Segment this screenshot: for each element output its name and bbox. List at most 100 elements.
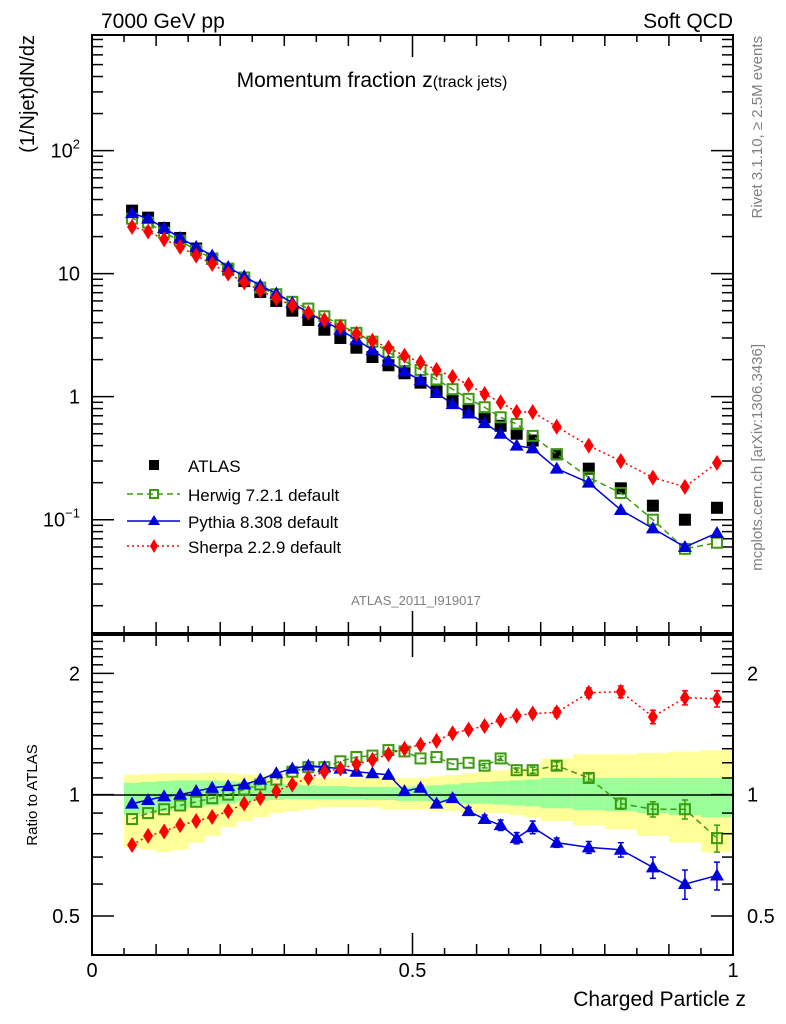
main-data-point [461,406,476,419]
main-y-tick-label: 1 [69,387,80,409]
ratio-y-tick-label-left: 2 [69,663,80,685]
main-data-point [399,347,410,364]
ratio-data-point [158,803,171,816]
main-y-tick-label-exponent: 2 [73,137,80,152]
ratio-data-point [678,803,691,816]
main-data-point [157,220,172,233]
main-series-sherpa [127,218,722,495]
ratio-y-tick-label-right: 2 [747,663,758,685]
main-data-point [677,540,692,553]
ratio-data-point [157,789,172,802]
main-title: Momentum fraction z(track jets) [237,69,508,92]
main-title-suffix: (track jets) [433,74,508,91]
ratio-data-point [223,803,234,820]
main-data-point [303,304,314,321]
ratio-data-point [462,756,475,769]
ratio-data-point [710,832,723,845]
ratio-data-point [303,769,314,786]
legend-label: Sherpa 2.2.9 default [188,538,341,557]
main-data-point [365,342,380,355]
main-data-point [551,418,562,435]
ratio-data-point [549,835,564,848]
ratio-data-point [679,689,690,706]
main-data-point [127,218,138,235]
ratio-data-point [478,759,491,772]
main-data-point [679,478,690,495]
main-data-point [613,502,628,515]
ratio-data-point [461,804,476,817]
main-data-point [189,239,204,252]
ratio-series-sherpa [127,683,722,853]
ratio-data-point [415,736,426,753]
ratio-y-tick-label-left: 1 [69,785,80,807]
main-data-point [175,238,186,255]
ratio-data-point [159,823,170,840]
main-data-point [509,438,524,451]
main-data-point [479,386,490,403]
main-data-point [614,486,627,499]
main-data-point [447,368,458,385]
ratio-data-point [351,756,362,773]
main-data-point [526,429,539,442]
ratio-data-point [429,796,444,809]
ratio-data-point [142,807,155,820]
main-data-point [207,255,218,272]
main-series-line [131,226,718,488]
main-data-point [239,274,250,291]
main-y-tick-label: 10 [58,264,80,286]
ratio-data-point [383,746,394,763]
main-data-point [271,290,282,307]
ratio-data-point [367,751,378,768]
main-data-point [493,426,508,439]
main-y-tick-label-base: 10 [51,141,73,163]
ratio-data-point [207,809,218,826]
ratio-data-point [583,684,594,701]
main-series-pythia [125,206,724,553]
legend-item: Sherpa 2.2.9 default [127,538,341,557]
ratio-y-axis-label: Ratio to ATLAS [24,744,41,845]
ratio-data-point [550,759,563,772]
ratio-data-point [141,792,156,805]
rivet-version-label: Rivet 3.1.10, ≥ 2.5M events [749,36,766,219]
main-data-point [335,318,346,335]
category-label: Soft QCD [643,10,733,33]
ratio-data-point [527,705,538,722]
ratio-data-point [526,764,539,777]
ratio-data-point [125,796,140,809]
ratio-uncertainty-bands [124,750,734,853]
main-data-point [383,339,394,356]
main-data-point [367,332,378,349]
legend-marker [149,460,159,470]
legend-marker [148,515,160,525]
ratio-data-point [271,783,282,800]
legend-label: Pythia 8.308 default [188,513,339,532]
ratio-data-point [399,740,410,757]
ratio-inner-band [508,780,526,806]
ratio-data-point [206,792,219,805]
main-data-point [318,323,331,336]
main-data-point [477,416,492,429]
ratio-data-point [173,787,188,800]
ratio-data-point [495,712,506,729]
ratio-data-point [175,817,186,834]
main-data-point [581,475,596,488]
ratio-data-point [365,766,380,779]
main-y-tick-label: 102 [51,137,80,163]
main-data-point [583,437,594,454]
ratio-data-point [711,690,722,707]
main-data-point [549,461,564,474]
main-data-point [495,394,506,411]
main-y-tick-label-base: 10 [58,264,80,286]
legend-item: Pythia 8.308 default [127,513,339,532]
ratio-data-point [614,797,627,810]
ratio-data-point [126,813,139,826]
ratio-data-point [477,812,492,825]
main-data-point [351,325,362,342]
ratio-data-point [174,799,187,812]
legend-label: ATLAS [188,457,241,476]
ratio-data-point [494,752,507,765]
ratio-data-point [237,777,252,790]
legend-item: Herwig 7.2.1 default [127,486,339,505]
main-data-point [287,297,298,314]
